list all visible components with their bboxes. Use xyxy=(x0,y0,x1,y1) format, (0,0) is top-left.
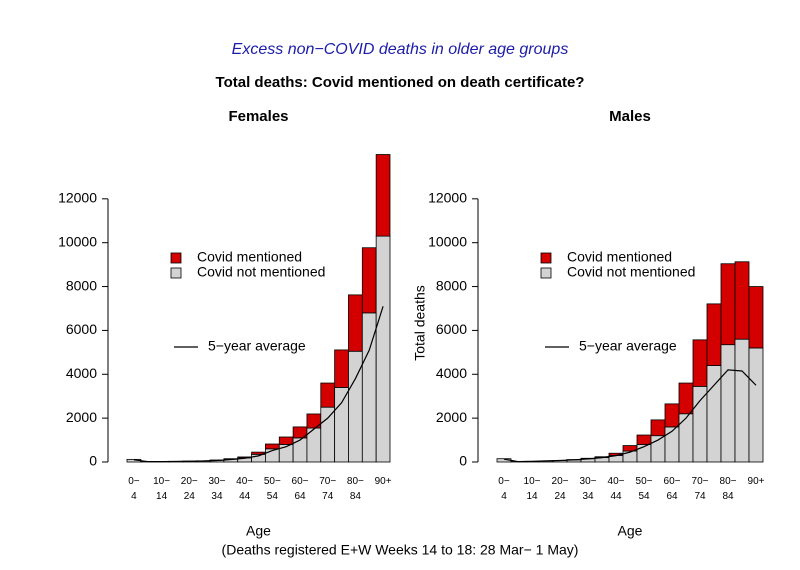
x-tick-label: 90+ xyxy=(375,476,392,487)
y-tick-label: 6000 xyxy=(436,321,467,337)
bar xyxy=(748,347,764,463)
panel-title: Males xyxy=(609,108,651,125)
y-tick-label: 6000 xyxy=(66,321,97,337)
x-tick-label: 80− 84 xyxy=(347,476,364,502)
legend-swatch xyxy=(170,267,182,279)
bar xyxy=(678,382,694,415)
panel-title: Females xyxy=(228,108,288,125)
y-tick-label: 8000 xyxy=(436,277,467,293)
legend-swatch xyxy=(540,267,552,279)
bar xyxy=(375,154,391,237)
legend-swatch xyxy=(170,252,182,264)
y-tick-label: 12000 xyxy=(428,190,467,206)
x-tick-label: 70− 74 xyxy=(692,476,709,502)
x-tick-label: 10− 14 xyxy=(524,476,541,502)
bar xyxy=(692,385,708,463)
bar xyxy=(664,426,680,463)
x-tick-label: 40− 44 xyxy=(608,476,625,502)
x-tick-label: 80− 84 xyxy=(720,476,737,502)
x-tick-label: 20− 24 xyxy=(552,476,569,502)
bar xyxy=(748,286,764,349)
bar xyxy=(348,294,363,352)
bar xyxy=(636,434,652,445)
bar xyxy=(265,443,280,450)
legend-label: 5−year average xyxy=(579,338,677,354)
x-tick-label: 50− 54 xyxy=(264,476,281,502)
y-tick-label: 2000 xyxy=(66,409,97,425)
legend-label: 5−year average xyxy=(208,338,306,354)
legend-swatch xyxy=(540,252,552,264)
x-tick-label: 20− 24 xyxy=(181,476,198,502)
caption: (Deaths registered E+W Weeks 14 to 18: 2… xyxy=(222,542,579,558)
y-tick-label: 8000 xyxy=(66,277,97,293)
bar xyxy=(664,403,680,428)
bar xyxy=(320,382,336,408)
x-tick-label: 50− 54 xyxy=(636,476,653,502)
bar xyxy=(361,247,377,314)
average-line xyxy=(503,369,757,463)
y-axis-label: Total deaths xyxy=(412,285,428,361)
x-tick-label: 0− 4 xyxy=(128,476,140,502)
x-tick-label: 70− 74 xyxy=(319,476,336,502)
bar xyxy=(706,303,722,366)
y-tick-label: 12000 xyxy=(58,190,97,206)
bar xyxy=(734,261,750,340)
legend-label: Covid not mentioned xyxy=(197,264,325,280)
bar xyxy=(278,436,294,445)
bar xyxy=(292,437,308,463)
legend-label: Covid not mentioned xyxy=(567,264,695,280)
x-tick-label: 10− 14 xyxy=(153,476,170,502)
x-tick-label: 60− 64 xyxy=(664,476,681,502)
x-axis-label: Age xyxy=(246,523,271,539)
bar xyxy=(692,339,708,387)
x-axis-label: Age xyxy=(618,523,643,539)
y-tick-label: 4000 xyxy=(66,365,97,381)
x-tick-label: 90+ xyxy=(748,476,765,487)
y-tick-label: 4000 xyxy=(436,365,467,381)
average-line xyxy=(133,306,384,463)
subtitle: Total deaths: Covid mentioned on death c… xyxy=(216,74,585,91)
y-tick-label: 0 xyxy=(459,453,467,469)
bar xyxy=(334,387,349,463)
x-tick-label: 60− 64 xyxy=(292,476,309,502)
bar xyxy=(720,344,736,463)
bar xyxy=(375,235,391,463)
legend-label: Covid mentioned xyxy=(197,249,302,265)
bar xyxy=(320,406,336,463)
bar xyxy=(650,419,666,437)
x-tick-label: 30− 34 xyxy=(208,476,225,502)
bar xyxy=(720,263,736,346)
bar xyxy=(678,413,694,463)
legend-label: Covid mentioned xyxy=(567,249,672,265)
y-tick-label: 0 xyxy=(89,453,97,469)
y-tick-label: 10000 xyxy=(58,233,97,249)
bar xyxy=(734,338,750,463)
x-tick-label: 40− 44 xyxy=(236,476,253,502)
x-tick-label: 0− 4 xyxy=(498,476,510,502)
y-tick-label: 10000 xyxy=(428,233,467,249)
y-tick-label: 2000 xyxy=(436,409,467,425)
x-tick-label: 30− 34 xyxy=(580,476,597,502)
main-title: Excess non−COVID deaths in older age gro… xyxy=(232,41,569,58)
bar xyxy=(334,349,349,388)
